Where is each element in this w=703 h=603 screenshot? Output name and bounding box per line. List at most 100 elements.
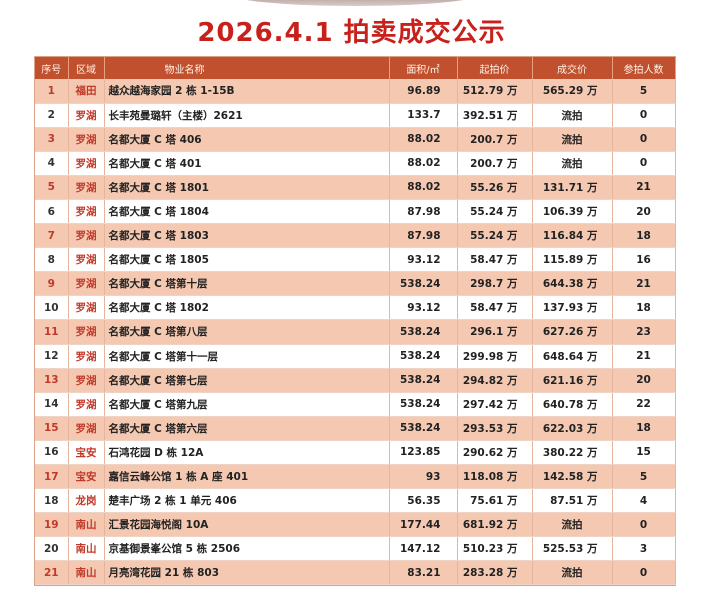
cell-start-price: 512.79 万 <box>457 79 533 104</box>
cell-district: 宝安 <box>68 464 105 490</box>
cell-area: 96.89 <box>389 79 458 104</box>
cell-bidders: 5 <box>612 464 676 490</box>
cell-district: 福田 <box>68 79 105 104</box>
cell-deal-price: 640.78 万 <box>532 392 613 417</box>
decorative-arc <box>230 0 480 6</box>
cell-property: 名都大厦 C 塔第六层 <box>104 416 390 441</box>
cell-deal-price: 87.51 万 <box>532 488 613 514</box>
cell-start-price: 55.26 万 <box>457 175 533 200</box>
cell-start-price: 200.7 万 <box>457 151 533 176</box>
cell-property: 名都大厦 C 塔第七层 <box>104 368 390 393</box>
table-row: 13 罗湖 名都大厦 C 塔第七层 538.24 294.82 万 621.16 万 20 <box>35 368 676 393</box>
cell-district: 南山 <box>68 536 105 562</box>
cell-bidders: 21 <box>612 175 676 200</box>
cell-index: 12 <box>35 344 69 369</box>
cell-property: 长丰苑曼璐轩（主楼）2621 <box>104 103 390 128</box>
cell-deal-price: 流拍 <box>532 560 613 586</box>
cell-start-price: 392.51 万 <box>457 103 533 128</box>
table-row: 18 龙岗 楚丰广场 2 栋 1 单元 406 56.35 75.61 万 87.51 万… <box>35 488 676 514</box>
cell-property: 名都大厦 C 塔 1801 <box>104 175 390 200</box>
cell-deal-price: 115.89 万 <box>532 247 613 273</box>
cell-deal-price: 流拍 <box>532 151 613 176</box>
cell-bidders: 0 <box>612 560 676 586</box>
table-header-row: 序号 区域 物业名称 面积/㎡ 起拍价 成交价 参拍人数 <box>35 57 676 79</box>
cell-deal-price: 116.84 万 <box>532 223 613 249</box>
cell-deal-price: 流拍 <box>532 512 613 538</box>
table-row: 17 宝安 嘉信云峰公馆 1 栋 A 座 401 93 118.08 万 142.58 万… <box>35 464 676 490</box>
cell-property: 楚丰广场 2 栋 1 单元 406 <box>104 488 390 514</box>
cell-bidders: 22 <box>612 392 676 417</box>
table-row: 20 南山 京基御景峯公馆 5 栋 2506 147.12 510.23 万 525.53… <box>35 536 676 562</box>
cell-property: 京基御景峯公馆 5 栋 2506 <box>104 536 390 562</box>
table-row: 21 南山 月亮湾花园 21 栋 803 83.21 283.28 万流拍 0 <box>35 560 676 586</box>
cell-area: 133.7 <box>389 103 458 128</box>
cell-property: 嘉信云峰公馆 1 栋 A 座 401 <box>104 464 390 490</box>
cell-property: 汇景花园海悦阁 10A <box>104 512 390 538</box>
cell-district: 罗湖 <box>68 151 105 176</box>
cell-index: 8 <box>35 247 69 273</box>
cell-property: 名都大厦 C 塔 1804 <box>104 199 390 225</box>
cell-district: 罗湖 <box>68 392 105 417</box>
cell-index: 5 <box>35 175 69 200</box>
cell-start-price: 118.08 万 <box>457 464 533 490</box>
cell-district: 罗湖 <box>68 271 105 297</box>
cell-deal-price: 流拍 <box>532 127 613 152</box>
cell-area: 538.24 <box>389 368 458 393</box>
cell-start-price: 55.24 万 <box>457 223 533 249</box>
cell-district: 南山 <box>68 560 105 586</box>
auction-table-container: 序号 区域 物业名称 面积/㎡ 起拍价 成交价 参拍人数 1 福田 越众越海家园 2… <box>34 56 676 587</box>
cell-start-price: 58.47 万 <box>457 295 533 321</box>
table-row: 19 南山 汇景花园海悦阁 10A 177.44 681.92 万流拍 0 <box>35 512 676 538</box>
table-row: 15 罗湖 名都大厦 C 塔第六层 538.24 293.53 万 622.03 万 18 <box>35 416 676 441</box>
auction-results-table: 序号 区域 物业名称 面积/㎡ 起拍价 成交价 参拍人数 1 福田 越众越海家园 2… <box>35 57 676 586</box>
cell-start-price: 55.24 万 <box>457 199 533 225</box>
cell-deal-price: 622.03 万 <box>532 416 613 441</box>
cell-district: 罗湖 <box>68 247 105 273</box>
table-row: 2 罗湖 长丰苑曼璐轩（主楼）2621 133.7 392.51 万流拍 0 <box>35 103 676 128</box>
cell-bidders: 18 <box>612 416 676 441</box>
cell-deal-price: 648.64 万 <box>532 344 613 369</box>
cell-bidders: 4 <box>612 488 676 514</box>
cell-district: 宝安 <box>68 440 105 466</box>
cell-bidders: 18 <box>612 223 676 249</box>
cell-bidders: 0 <box>612 103 676 128</box>
cell-bidders: 21 <box>612 344 676 369</box>
cell-district: 罗湖 <box>68 416 105 441</box>
cell-property: 名都大厦 C 塔第八层 <box>104 319 390 345</box>
cell-area: 93.12 <box>389 295 458 321</box>
cell-property: 名都大厦 C 塔第九层 <box>104 392 390 417</box>
cell-index: 16 <box>35 440 69 466</box>
cell-start-price: 58.47 万 <box>457 247 533 273</box>
cell-index: 21 <box>35 560 69 586</box>
cell-bidders: 3 <box>612 536 676 562</box>
cell-area: 538.24 <box>389 416 458 441</box>
cell-area: 88.02 <box>389 127 458 152</box>
cell-index: 18 <box>35 488 69 514</box>
cell-district: 罗湖 <box>68 175 105 200</box>
cell-start-price: 283.28 万 <box>457 560 533 586</box>
table-row: 16 宝安 石鸿花园 D 栋 12A 123.85 290.62 万 380.22 万 15 <box>35 440 676 466</box>
cell-index: 17 <box>35 464 69 490</box>
cell-index: 9 <box>35 271 69 297</box>
cell-property: 名都大厦 C 塔第十一层 <box>104 344 390 369</box>
header-area: 面积/㎡ <box>389 57 458 79</box>
cell-start-price: 510.23 万 <box>457 536 533 562</box>
cell-area: 93 <box>389 464 458 490</box>
cell-district: 罗湖 <box>68 103 105 128</box>
cell-property: 名都大厦 C 塔 1802 <box>104 295 390 321</box>
cell-area: 538.24 <box>389 392 458 417</box>
cell-index: 6 <box>35 199 69 225</box>
table-row: 10 罗湖 名都大厦 C 塔 1802 93.12 58.47 万 137.93 万 18 <box>35 295 676 321</box>
cell-bidders: 18 <box>612 295 676 321</box>
cell-property: 名都大厦 C 塔第十层 <box>104 271 390 297</box>
cell-start-price: 200.7 万 <box>457 127 533 152</box>
cell-start-price: 297.42 万 <box>457 392 533 417</box>
table-row: 14 罗湖 名都大厦 C 塔第九层 538.24 297.42 万 640.78 万 22 <box>35 392 676 417</box>
cell-index: 13 <box>35 368 69 393</box>
cell-bidders: 23 <box>612 319 676 345</box>
cell-area: 177.44 <box>389 512 458 538</box>
cell-bidders: 0 <box>612 151 676 176</box>
table-row: 8 罗湖 名都大厦 C 塔 1805 93.12 58.47 万 115.89 万 16 <box>35 247 676 273</box>
cell-district: 南山 <box>68 512 105 538</box>
cell-bidders: 20 <box>612 199 676 225</box>
